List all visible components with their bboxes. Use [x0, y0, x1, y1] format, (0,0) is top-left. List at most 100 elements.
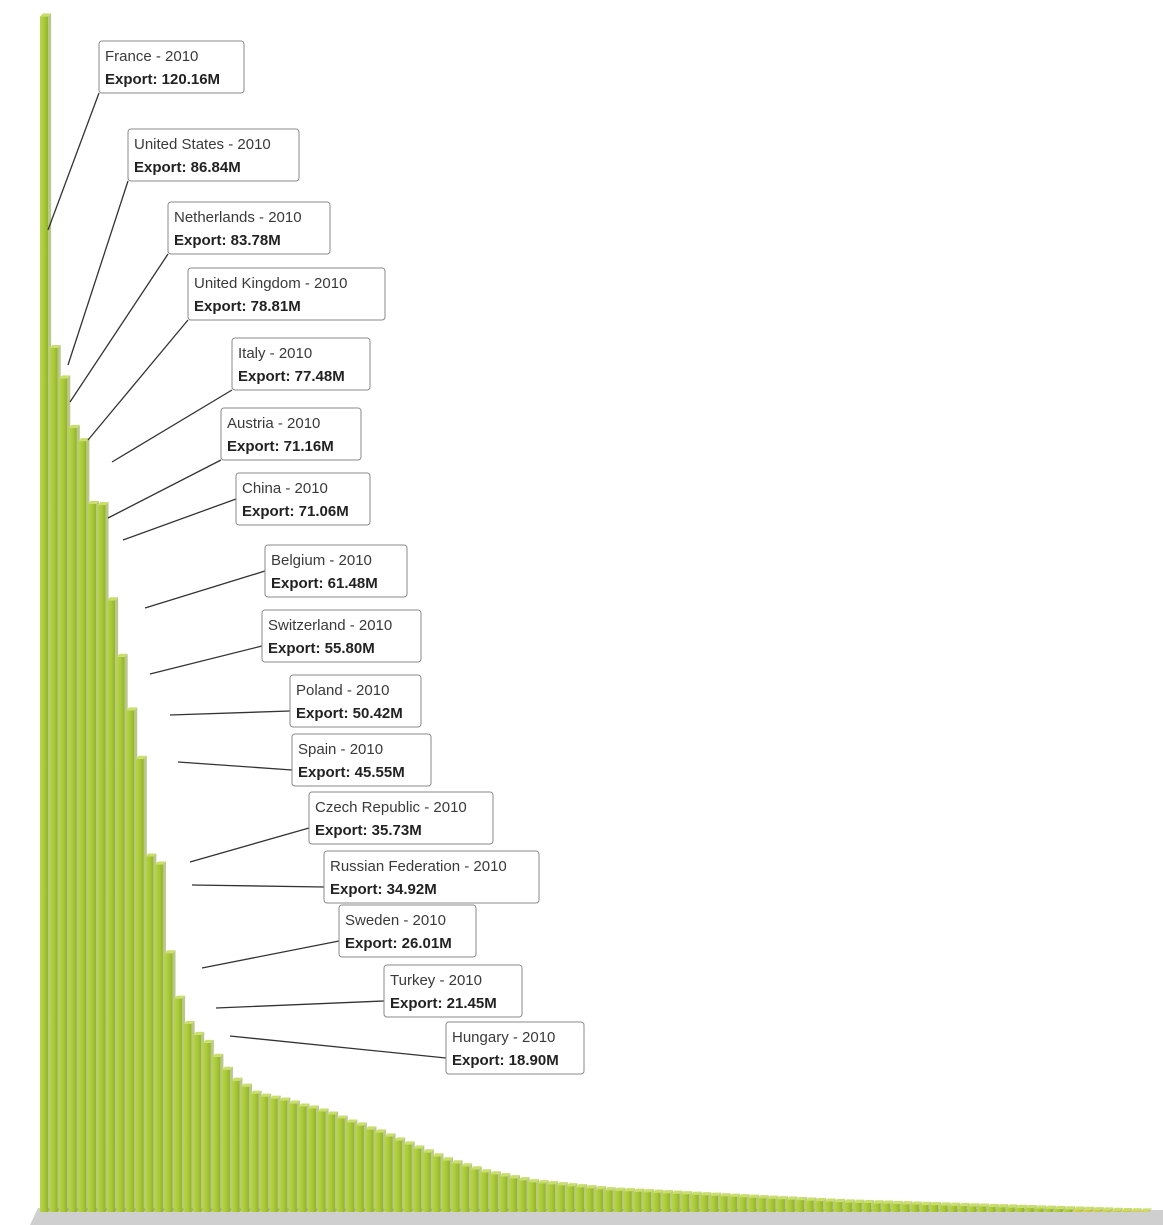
bar-front [154, 864, 163, 1212]
bar [872, 1200, 884, 1212]
bar-cap [891, 1200, 903, 1204]
bar-cap [269, 1095, 281, 1099]
bar-front [374, 1132, 384, 1212]
bar [585, 1185, 597, 1212]
leader-line [87, 319, 189, 441]
bar [499, 1173, 511, 1212]
bar-front [106, 600, 116, 1212]
bar-front [87, 503, 96, 1213]
bar-cap [528, 1179, 540, 1183]
bar-cap [317, 1108, 329, 1112]
data-label-box [220, 407, 362, 461]
data-label-country: Switzerland - 2010 [268, 617, 392, 634]
data-label-value: Export: 86.84M [134, 159, 241, 176]
bar-front [231, 1080, 240, 1212]
data-label: Italy - 2010 Export: 77.48M [231, 337, 371, 391]
bar-cap [853, 1199, 865, 1203]
bar-cap [49, 344, 61, 348]
bar-cap [68, 424, 80, 428]
bar [87, 500, 99, 1213]
bar-front [288, 1103, 297, 1212]
data-label-value: Export: 45.55M [298, 764, 405, 781]
bar-cap [154, 861, 166, 865]
bar-cap [862, 1199, 875, 1203]
leader-line [169, 710, 291, 716]
bar-front [355, 1125, 364, 1212]
bar-front [269, 1098, 278, 1212]
bar-front [441, 1160, 451, 1212]
bar-cap [681, 1191, 693, 1195]
bar-front [97, 504, 106, 1212]
bar-front [78, 441, 87, 1212]
bar-side [1119, 1207, 1123, 1212]
bar-front [690, 1194, 699, 1212]
bar-cap [575, 1184, 587, 1188]
data-label-country: Czech Republic - 2010 [315, 799, 467, 816]
bar-cap [824, 1198, 836, 1202]
bar-cap [394, 1137, 406, 1141]
bar-front [480, 1172, 489, 1212]
bar-cap [164, 950, 176, 954]
bar-front [508, 1178, 518, 1212]
bar-front [1044, 1208, 1053, 1212]
data-label-value: Export: 55.80M [268, 640, 375, 657]
bar [135, 755, 147, 1212]
bar [432, 1153, 444, 1212]
data-label-country: Sweden - 2010 [345, 912, 446, 929]
data-label-box [308, 791, 494, 845]
data-label-box [264, 544, 408, 598]
data-label-box [289, 674, 422, 728]
bar-cap [480, 1169, 492, 1173]
bar-front [891, 1203, 900, 1212]
bar [700, 1192, 712, 1212]
bar [317, 1108, 329, 1212]
bar [824, 1198, 836, 1212]
bar [757, 1195, 769, 1212]
bar-side [1139, 1208, 1142, 1212]
bar-cap [518, 1177, 530, 1181]
data-label: Spain - 2010 Export: 45.55M [291, 733, 432, 787]
bar-front [681, 1194, 690, 1212]
bar-front [403, 1144, 412, 1212]
data-label: Netherlands - 2010 Export: 83.78M [167, 201, 331, 255]
bar-cap [642, 1189, 654, 1193]
data-label-country: Belgium - 2010 [271, 552, 372, 569]
bar-front [537, 1183, 546, 1212]
bar [374, 1129, 387, 1212]
bar [748, 1194, 760, 1212]
data-label-value: Export: 71.06M [242, 503, 349, 520]
data-label-country: China - 2010 [242, 480, 328, 497]
bar-cap [365, 1126, 377, 1130]
bar [59, 375, 71, 1212]
bar-front [595, 1189, 604, 1212]
bar [489, 1171, 501, 1212]
bar-cap [805, 1197, 817, 1201]
bar-cap [221, 1066, 233, 1070]
bar-cap [1016, 1204, 1028, 1208]
leader-line [191, 884, 325, 888]
data-label-country: United States - 2010 [134, 136, 271, 153]
bar-front [451, 1163, 460, 1212]
bar-front [853, 1202, 862, 1212]
bar [958, 1202, 970, 1212]
bar-cap [1006, 1204, 1018, 1208]
bar-front [949, 1205, 958, 1212]
bar-side [1148, 1208, 1152, 1212]
bar-cap [757, 1195, 769, 1199]
bar-cap [489, 1171, 501, 1175]
bar-front [260, 1096, 269, 1212]
bar [413, 1145, 425, 1212]
bar-front [700, 1195, 709, 1212]
bar-front [929, 1205, 939, 1212]
bar-front [1083, 1209, 1092, 1212]
data-label-country: Spain - 2010 [298, 741, 383, 758]
bar-cap [106, 597, 119, 601]
data-label-box [235, 472, 371, 526]
bar-cap [145, 853, 157, 857]
bar-cap [1102, 1207, 1114, 1211]
bar-front [432, 1156, 441, 1212]
bar [68, 424, 80, 1213]
bar [642, 1189, 654, 1212]
bar-front [824, 1201, 833, 1212]
